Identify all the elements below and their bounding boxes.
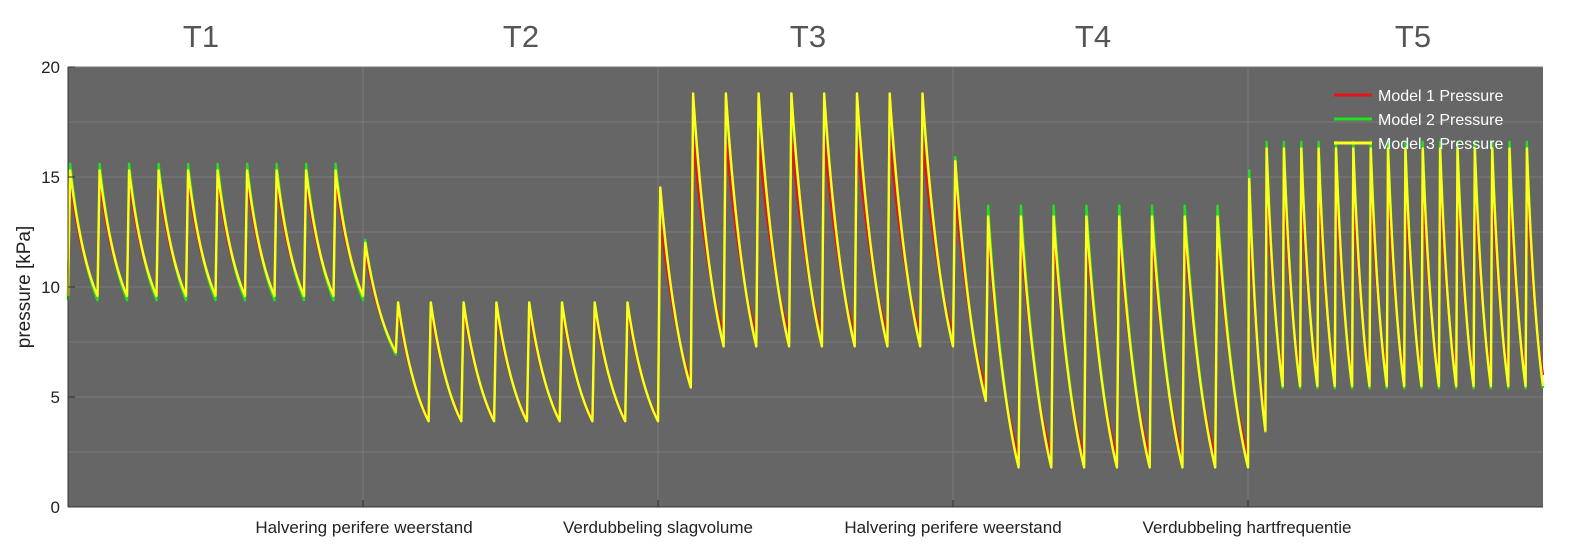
section-label-t5: T5 bbox=[1395, 19, 1431, 54]
transition-label-2: Verdubbeling slagvolume bbox=[563, 518, 753, 537]
transition-label-1: Halvering perifere weerstand bbox=[255, 518, 472, 537]
legend: Model 1 Pressure Model 2 Pressure Model … bbox=[1334, 88, 1503, 153]
y-tick-label: 0 bbox=[51, 498, 60, 517]
y-axis-label: pressure [kPa] bbox=[14, 226, 35, 349]
x-ticks bbox=[362, 500, 1249, 507]
section-label-t1: T1 bbox=[183, 19, 219, 54]
series-lines bbox=[66, 92, 1545, 469]
transition-label-3: Halvering perifere weerstand bbox=[844, 518, 1061, 537]
section-label-t3: T3 bbox=[790, 19, 826, 54]
legend-label-model-1: Model 1 Pressure bbox=[1378, 88, 1503, 105]
y-tick-label: 20 bbox=[41, 58, 60, 77]
section-label-t2: T2 bbox=[503, 19, 539, 54]
legend-label-model-2: Model 2 Pressure bbox=[1378, 112, 1503, 129]
section-label-t4: T4 bbox=[1075, 19, 1111, 54]
y-tick-label: 10 bbox=[41, 278, 60, 297]
legend-label-model-3: Model 3 Pressure bbox=[1378, 136, 1503, 153]
y-tick-label: 15 bbox=[41, 168, 60, 187]
series-line-model-3 bbox=[66, 92, 1545, 469]
y-ticks: 0 5 10 15 20 bbox=[41, 58, 75, 517]
y-tick-label: 5 bbox=[51, 388, 60, 407]
transition-label-4: Verdubbeling hartfrequentie bbox=[1143, 518, 1352, 537]
